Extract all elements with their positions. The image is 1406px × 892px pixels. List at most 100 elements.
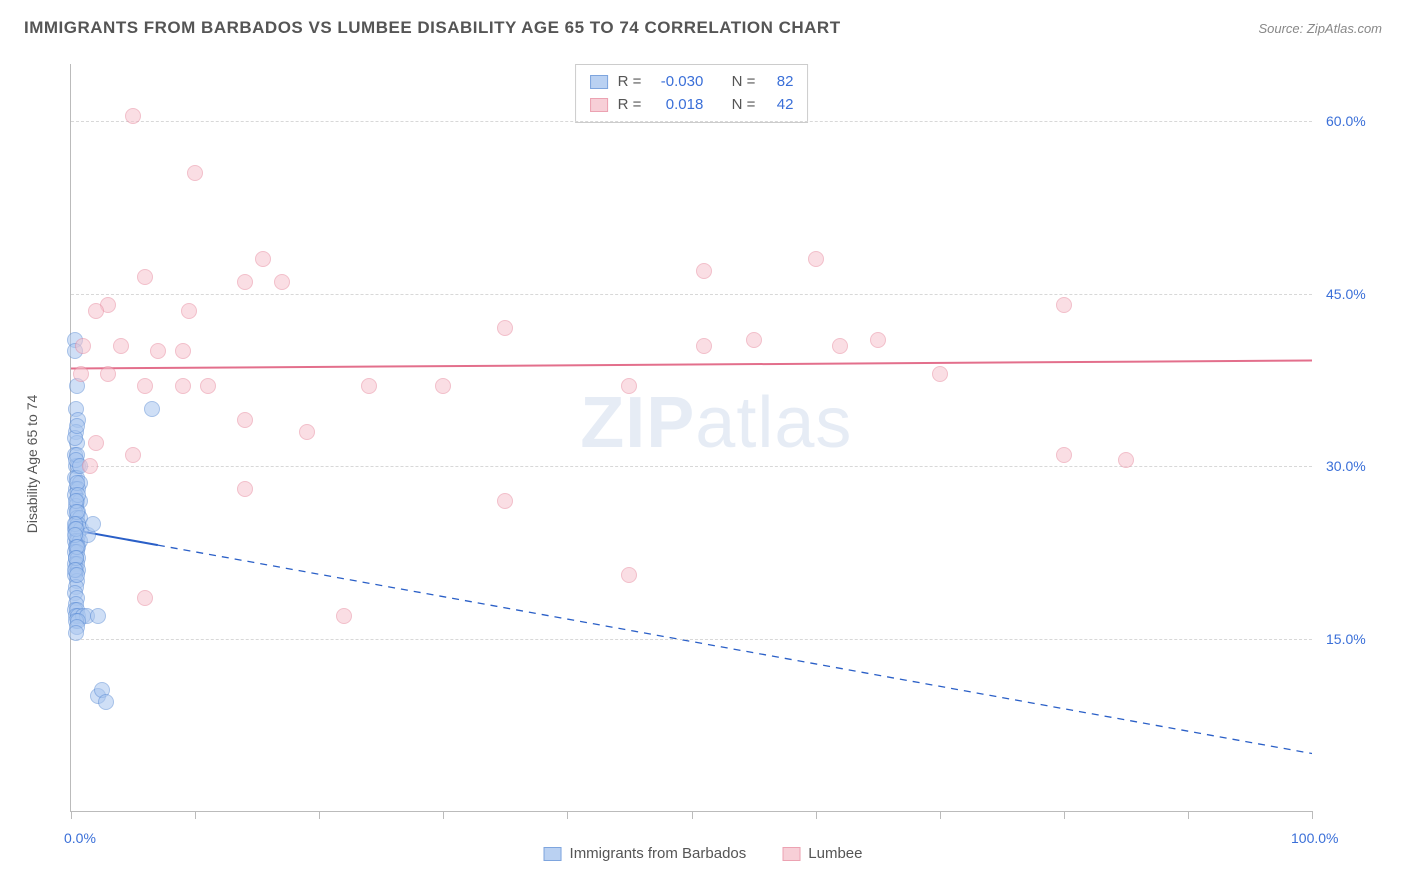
- x-tick: [940, 811, 941, 819]
- scatter-point-lumbee: [237, 412, 253, 428]
- scatter-point-lumbee: [237, 481, 253, 497]
- x-tick: [692, 811, 693, 819]
- scatter-point-lumbee: [75, 338, 91, 354]
- stats-row-barbados: R = -0.030 N = 82: [590, 71, 794, 94]
- scatter-point-lumbee: [125, 447, 141, 463]
- scatter-point-lumbee: [361, 378, 377, 394]
- swatch-barbados: [590, 75, 608, 89]
- scatter-point-barbados: [69, 418, 85, 434]
- scatter-point-lumbee: [932, 366, 948, 382]
- plot-area: ZIPatlas R =-0.030 N =82R =0.018 N =42 1…: [70, 64, 1312, 812]
- swatch-lumbee: [590, 98, 608, 112]
- legend-item-lumbee: Lumbee: [782, 845, 862, 862]
- r-label: R =: [618, 94, 642, 117]
- x-axis-end-label: 100.0%: [1291, 830, 1338, 846]
- y-tick-label: 60.0%: [1326, 113, 1366, 129]
- x-tick: [1312, 811, 1313, 819]
- watermark-thin: atlas: [695, 383, 852, 463]
- x-tick: [567, 811, 568, 819]
- scatter-point-lumbee: [150, 343, 166, 359]
- scatter-point-lumbee: [125, 108, 141, 124]
- scatter-point-lumbee: [100, 366, 116, 382]
- scatter-point-lumbee: [336, 608, 352, 624]
- trend-line-dashed-barbados: [158, 545, 1312, 753]
- scatter-point-lumbee: [435, 378, 451, 394]
- scatter-point-barbados: [69, 567, 85, 583]
- n-label: N =: [732, 94, 756, 117]
- n-value: 82: [765, 71, 793, 94]
- x-tick: [816, 811, 817, 819]
- scatter-point-lumbee: [137, 590, 153, 606]
- watermark-bold: ZIP: [580, 383, 695, 463]
- scatter-point-lumbee: [175, 343, 191, 359]
- legend-swatch-barbados: [544, 847, 562, 861]
- gridline: [71, 121, 1312, 122]
- scatter-point-lumbee: [696, 338, 712, 354]
- scatter-point-lumbee: [237, 274, 253, 290]
- chart-title: IMMIGRANTS FROM BARBADOS VS LUMBEE DISAB…: [24, 18, 841, 38]
- x-tick: [195, 811, 196, 819]
- trend-line-lumbee: [71, 361, 1312, 369]
- scatter-point-barbados: [144, 401, 160, 417]
- n-value: 42: [765, 94, 793, 117]
- scatter-point-barbados: [68, 625, 84, 641]
- scatter-point-lumbee: [808, 251, 824, 267]
- scatter-point-lumbee: [621, 378, 637, 394]
- x-tick: [1188, 811, 1189, 819]
- legend-item-barbados: Immigrants from Barbados: [544, 845, 747, 862]
- y-tick-label: 45.0%: [1326, 286, 1366, 302]
- scatter-point-lumbee: [274, 274, 290, 290]
- scatter-point-lumbee: [1118, 452, 1134, 468]
- scatter-point-lumbee: [88, 303, 104, 319]
- r-value: -0.030: [651, 71, 703, 94]
- x-axis-start-label: 0.0%: [64, 830, 96, 846]
- scatter-point-barbados: [90, 608, 106, 624]
- scatter-point-lumbee: [137, 378, 153, 394]
- scatter-point-lumbee: [870, 332, 886, 348]
- scatter-point-lumbee: [73, 366, 89, 382]
- bottom-legend: Immigrants from Barbados Lumbee: [544, 845, 863, 862]
- gridline: [71, 639, 1312, 640]
- legend-label: Lumbee: [808, 845, 862, 862]
- stats-legend-box: R = -0.030 N = 82 R = 0.018 N = 42: [575, 64, 809, 123]
- x-tick: [71, 811, 72, 819]
- x-tick: [319, 811, 320, 819]
- scatter-point-lumbee: [1056, 447, 1072, 463]
- scatter-point-lumbee: [696, 263, 712, 279]
- chart-container: Disability Age 65 to 74 ZIPatlas R = -0.0…: [24, 56, 1382, 872]
- scatter-point-barbados: [85, 516, 101, 532]
- r-value: 0.018: [651, 94, 703, 117]
- stats-row-lumbee: R = 0.018 N = 42: [590, 94, 794, 117]
- y-tick-label: 30.0%: [1326, 458, 1366, 474]
- x-tick: [1064, 811, 1065, 819]
- scatter-point-lumbee: [255, 251, 271, 267]
- source-label: Source: ZipAtlas.com: [1258, 21, 1382, 36]
- n-label: N =: [732, 71, 756, 94]
- scatter-point-lumbee: [299, 424, 315, 440]
- scatter-point-lumbee: [137, 269, 153, 285]
- scatter-point-lumbee: [497, 493, 513, 509]
- watermark: ZIPatlas: [580, 382, 852, 464]
- scatter-point-lumbee: [746, 332, 762, 348]
- y-tick-label: 15.0%: [1326, 631, 1366, 647]
- r-label: R =: [618, 71, 642, 94]
- gridline: [71, 294, 1312, 295]
- scatter-point-lumbee: [187, 165, 203, 181]
- scatter-point-lumbee: [497, 320, 513, 336]
- scatter-point-barbados: [98, 694, 114, 710]
- scatter-point-lumbee: [832, 338, 848, 354]
- scatter-point-lumbee: [200, 378, 216, 394]
- header: IMMIGRANTS FROM BARBADOS VS LUMBEE DISAB…: [0, 0, 1406, 48]
- trend-lines: [71, 64, 1312, 811]
- x-tick: [443, 811, 444, 819]
- scatter-point-lumbee: [88, 435, 104, 451]
- scatter-point-lumbee: [1056, 297, 1072, 313]
- legend-swatch-lumbee: [782, 847, 800, 861]
- scatter-point-lumbee: [181, 303, 197, 319]
- scatter-point-lumbee: [621, 567, 637, 583]
- scatter-point-lumbee: [113, 338, 129, 354]
- scatter-point-lumbee: [175, 378, 191, 394]
- legend-label: Immigrants from Barbados: [570, 845, 747, 862]
- scatter-point-lumbee: [82, 458, 98, 474]
- y-axis-label: Disability Age 65 to 74: [24, 395, 40, 534]
